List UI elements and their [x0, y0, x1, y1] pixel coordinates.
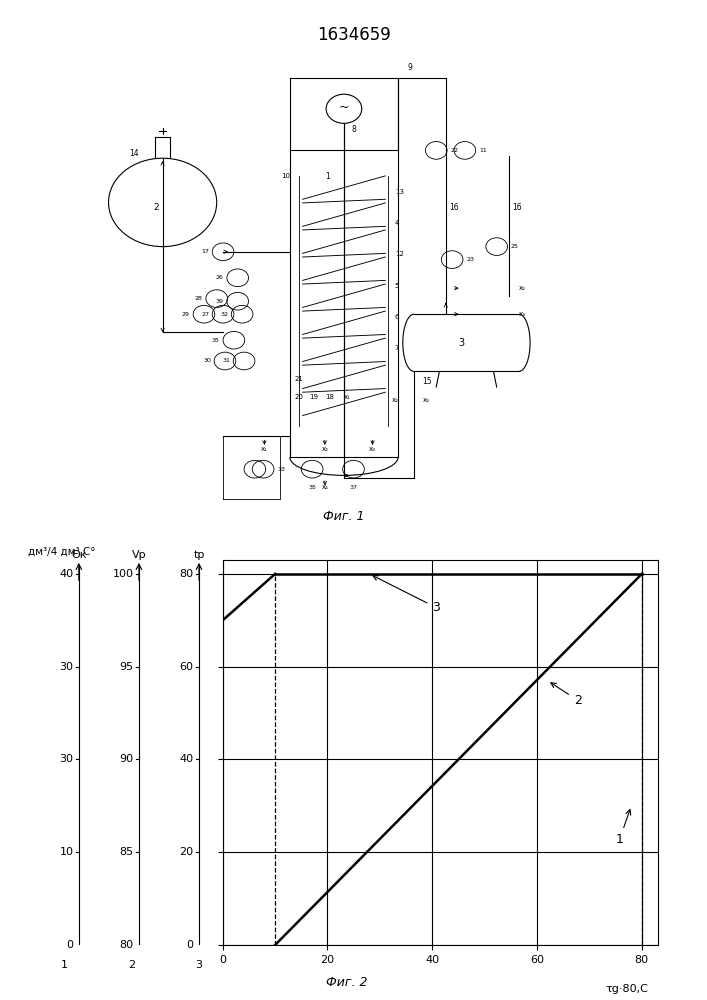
Text: 26: 26	[216, 275, 223, 280]
Text: 0: 0	[187, 940, 194, 950]
Text: x₄: x₄	[322, 484, 328, 490]
Text: 2: 2	[551, 683, 582, 707]
Text: x₂: x₂	[322, 446, 328, 452]
Text: Фиг. 2: Фиг. 2	[326, 976, 367, 989]
Text: 35: 35	[212, 338, 220, 343]
Text: 1: 1	[326, 172, 330, 181]
Text: 16: 16	[449, 203, 459, 212]
Text: 35: 35	[308, 485, 316, 490]
Text: 9: 9	[407, 63, 412, 72]
Text: 33: 33	[277, 467, 285, 472]
Text: x₃: x₃	[423, 397, 430, 403]
Text: 0: 0	[66, 940, 74, 950]
Text: 13: 13	[395, 189, 404, 195]
Text: 95: 95	[119, 662, 134, 672]
Text: дм³/4 дм³ С°: дм³/4 дм³ С°	[28, 546, 95, 556]
Text: 40: 40	[180, 754, 194, 764]
Text: 80: 80	[180, 569, 194, 579]
Text: 30: 30	[59, 754, 74, 764]
Text: 3: 3	[373, 576, 440, 614]
Text: 1: 1	[60, 960, 67, 970]
Text: x₃: x₃	[369, 446, 376, 452]
Text: tр: tр	[193, 550, 205, 560]
Text: 60: 60	[180, 662, 194, 672]
Text: ~: ~	[339, 101, 349, 114]
Text: 31: 31	[222, 359, 230, 363]
Text: 3: 3	[195, 960, 202, 970]
Text: 21: 21	[295, 376, 304, 382]
Text: Фиг. 1: Фиг. 1	[323, 510, 365, 524]
Text: 14: 14	[129, 148, 139, 157]
Text: x₁: x₁	[261, 446, 268, 452]
Text: 4: 4	[395, 220, 399, 226]
Text: 18: 18	[325, 394, 334, 400]
Text: 17: 17	[201, 249, 209, 254]
Text: 2: 2	[128, 960, 135, 970]
Text: x₃: x₃	[519, 311, 526, 317]
Text: 8: 8	[351, 125, 356, 134]
Text: 90: 90	[119, 754, 134, 764]
Text: 15: 15	[422, 377, 431, 386]
Text: 30: 30	[59, 662, 74, 672]
Text: 3: 3	[459, 338, 464, 348]
Text: 7: 7	[395, 345, 399, 351]
Text: x₁: x₁	[344, 394, 351, 400]
Text: 10: 10	[281, 173, 290, 179]
Text: 6: 6	[395, 314, 399, 320]
Text: 25: 25	[510, 244, 518, 249]
Text: 10: 10	[59, 847, 74, 857]
Text: 32: 32	[220, 312, 228, 317]
Text: 16: 16	[513, 203, 522, 212]
Text: 20: 20	[180, 847, 194, 857]
Text: x₂: x₂	[519, 285, 526, 291]
Text: Θк: Θк	[71, 550, 86, 560]
Text: 1: 1	[616, 810, 631, 846]
Text: 2: 2	[153, 203, 159, 212]
Text: 1634659: 1634659	[317, 26, 390, 44]
Text: 20: 20	[295, 394, 304, 400]
Text: 22: 22	[450, 148, 458, 153]
Text: 23: 23	[466, 257, 474, 262]
Text: Vp: Vp	[132, 550, 146, 560]
Text: 19: 19	[309, 394, 318, 400]
Text: 11: 11	[479, 148, 486, 153]
Text: 29: 29	[182, 312, 190, 317]
Text: 80: 80	[119, 940, 134, 950]
Text: 40: 40	[59, 569, 74, 579]
Text: 27: 27	[201, 312, 209, 317]
Text: τg·80,C: τg·80,C	[605, 984, 648, 994]
Text: 30: 30	[203, 359, 211, 363]
Text: 85: 85	[119, 847, 134, 857]
Text: 5: 5	[395, 283, 399, 289]
Text: 39: 39	[216, 299, 223, 304]
Text: 28: 28	[195, 296, 203, 301]
Text: x₂: x₂	[392, 397, 398, 403]
Text: 100: 100	[112, 569, 134, 579]
Text: 12: 12	[395, 251, 404, 257]
Text: 37: 37	[349, 485, 358, 490]
